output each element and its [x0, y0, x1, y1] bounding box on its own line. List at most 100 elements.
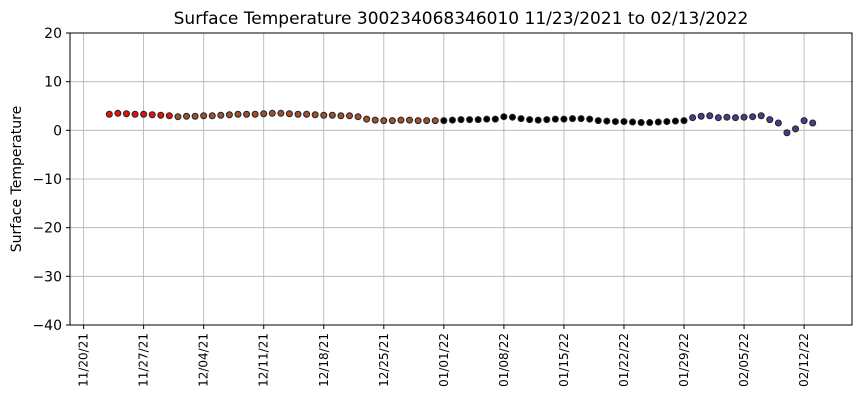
data-point — [140, 110, 148, 118]
data-point — [414, 117, 422, 125]
data-point — [337, 112, 345, 120]
data-point — [380, 117, 388, 125]
data-point — [200, 112, 208, 120]
data-point — [448, 116, 456, 124]
data-point — [354, 113, 362, 121]
data-point — [491, 115, 499, 123]
y-tick-label: −20 — [32, 221, 62, 237]
data-point — [689, 114, 697, 122]
data-point — [268, 109, 276, 117]
x-tick-label: 01/22/22 — [617, 333, 631, 387]
y-tick-label: 20 — [44, 26, 62, 42]
data-point — [697, 112, 705, 120]
data-point — [586, 115, 594, 123]
data-point — [646, 119, 654, 127]
y-tick-label: −30 — [32, 269, 62, 285]
data-point — [114, 109, 122, 117]
data-point — [757, 112, 765, 120]
data-point — [148, 111, 156, 119]
data-point — [654, 118, 662, 126]
chart-title: Surface Temperature 300234068346010 11/2… — [174, 9, 749, 29]
data-point — [294, 110, 302, 118]
data-point — [363, 115, 371, 123]
data-point — [388, 117, 396, 125]
data-point — [303, 110, 311, 118]
data-point — [534, 116, 542, 124]
data-point — [457, 116, 465, 124]
data-point — [474, 116, 482, 124]
data-point — [508, 113, 516, 121]
data-point — [131, 110, 139, 118]
data-point — [174, 113, 182, 121]
data-point — [543, 116, 551, 124]
x-tick-label: 12/18/21 — [317, 333, 331, 387]
data-point — [577, 115, 585, 123]
data-point — [766, 116, 774, 124]
data-point — [731, 114, 739, 122]
data-point — [191, 112, 199, 120]
data-point — [671, 117, 679, 125]
data-point — [157, 111, 165, 119]
data-point — [105, 110, 113, 118]
data-point — [423, 117, 431, 125]
data-point — [629, 118, 637, 126]
data-point — [792, 125, 800, 133]
y-tick-label: −40 — [32, 318, 62, 334]
x-tick-label: 02/05/22 — [737, 333, 751, 387]
data-point — [371, 116, 379, 124]
x-tick-label: 12/04/21 — [197, 333, 211, 387]
data-point — [165, 112, 173, 120]
data-point — [217, 111, 225, 119]
data-point — [783, 129, 791, 137]
data-point — [560, 115, 568, 123]
y-tick-label: −10 — [32, 172, 62, 188]
y-tick-label: 10 — [44, 75, 62, 91]
data-point — [740, 113, 748, 121]
data-point — [225, 111, 233, 119]
data-point — [637, 119, 645, 127]
data-point — [466, 116, 474, 124]
data-point — [483, 115, 491, 123]
data-point — [208, 112, 216, 120]
x-tick-label: 11/20/21 — [77, 333, 91, 387]
data-point — [320, 111, 328, 119]
data-point — [406, 116, 414, 124]
data-point — [526, 116, 534, 124]
data-point — [243, 110, 251, 118]
data-point — [663, 118, 671, 126]
x-tick-label: 01/08/22 — [497, 333, 511, 387]
data-point — [328, 111, 336, 119]
data-point — [706, 112, 714, 120]
data-point — [774, 119, 782, 127]
data-point — [517, 115, 525, 123]
data-point — [809, 119, 817, 127]
x-tick-label: 01/29/22 — [677, 333, 691, 387]
data-point — [440, 117, 448, 125]
data-point — [749, 113, 757, 121]
y-axis-label: Surface Temperature — [9, 106, 25, 252]
data-point — [569, 115, 577, 123]
data-point — [714, 114, 722, 122]
x-tick-label: 12/25/21 — [377, 333, 391, 387]
data-point — [234, 110, 242, 118]
data-point — [800, 117, 808, 125]
y-tick-label: 0 — [53, 123, 62, 139]
data-point — [551, 115, 559, 123]
data-point — [251, 110, 259, 118]
x-tick-label: 01/15/22 — [557, 333, 571, 387]
plot-frame — [69, 32, 853, 326]
data-point — [183, 112, 191, 120]
data-point — [680, 117, 688, 125]
data-point — [431, 117, 439, 125]
data-point — [723, 113, 731, 121]
x-tick-label: 01/01/22 — [437, 333, 451, 387]
data-point — [611, 118, 619, 126]
data-point — [603, 117, 611, 125]
data-point — [311, 111, 319, 119]
data-point — [345, 112, 353, 120]
data-point — [122, 110, 130, 118]
data-point — [285, 110, 293, 118]
data-point — [277, 109, 285, 117]
data-point — [620, 118, 628, 126]
